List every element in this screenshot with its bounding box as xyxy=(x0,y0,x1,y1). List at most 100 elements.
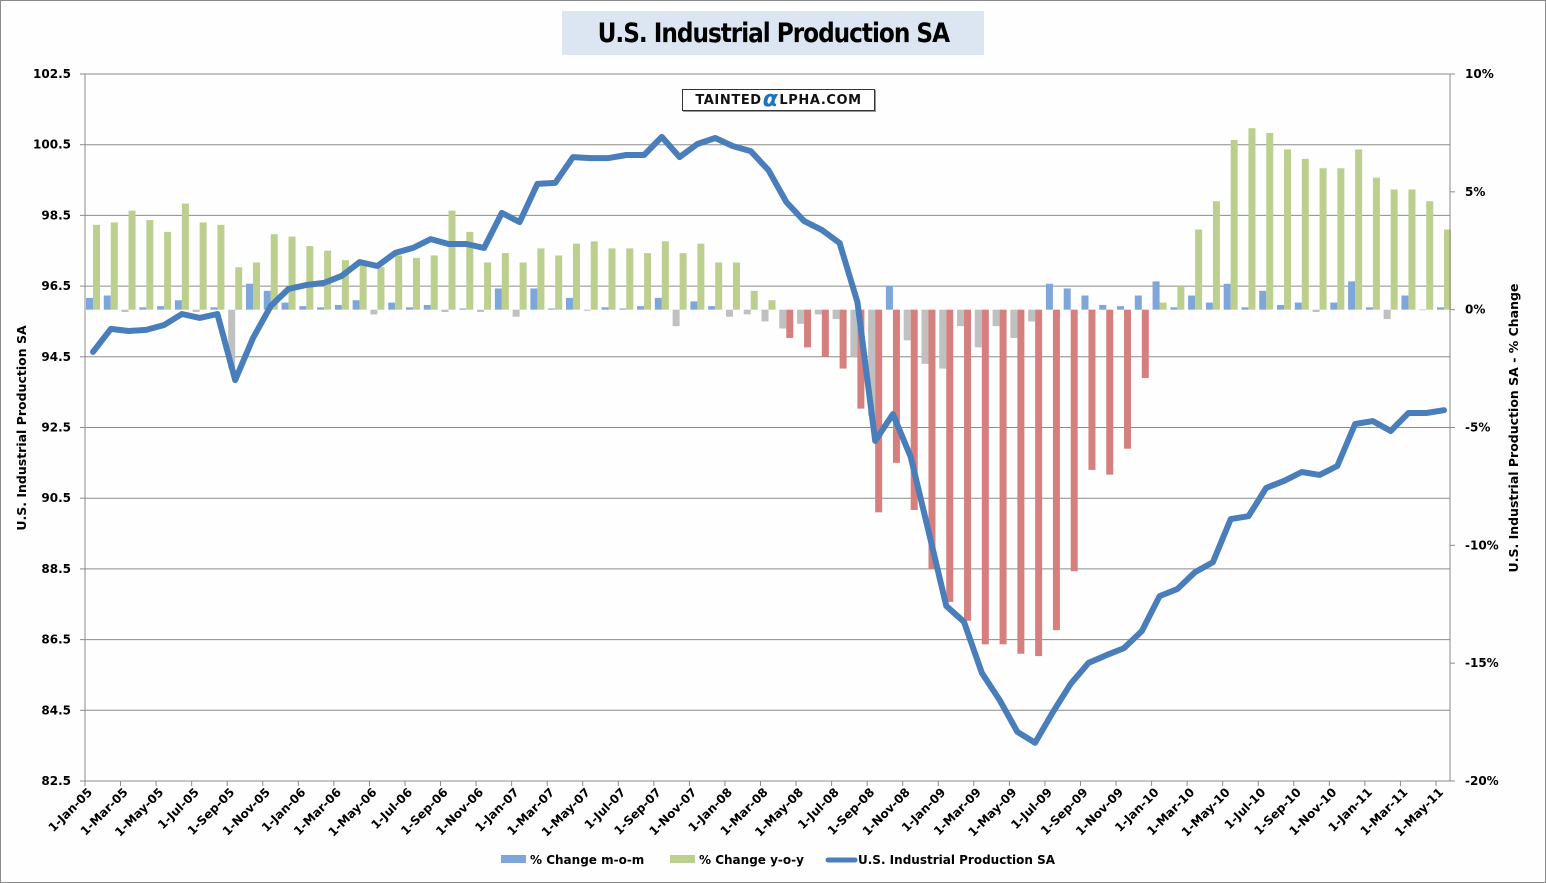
yoy-bar xyxy=(430,255,438,310)
mom-bar xyxy=(139,307,147,310)
yoy-bar xyxy=(590,241,598,310)
right-tick-label: -15% xyxy=(1465,656,1499,670)
mom-bar xyxy=(565,297,573,310)
mom-bar xyxy=(548,308,556,310)
mom-bar xyxy=(1170,307,1178,310)
right-tick-label: -20% xyxy=(1465,774,1499,788)
yoy-bar xyxy=(93,224,100,310)
yoy-bar xyxy=(537,248,545,310)
gridlines xyxy=(85,73,1450,782)
mom-bar xyxy=(334,304,342,310)
yoy-bar xyxy=(981,309,989,645)
left-tick-label: 86.5 xyxy=(41,633,71,647)
left-tick-label: 84.5 xyxy=(41,703,71,717)
yoy-bar xyxy=(1177,286,1185,310)
yoy-bars xyxy=(93,128,1451,657)
mom-bar xyxy=(388,302,396,310)
yoy-bar xyxy=(1444,229,1451,310)
x-axis-ticks: 1-Jan-051-Mar-051-May-051-Jul-051-Sep-05… xyxy=(46,781,1446,839)
logo-suffix: LPHA.COM xyxy=(779,92,862,108)
left-tick-label: 82.5 xyxy=(41,774,71,788)
mom-bar xyxy=(423,304,431,310)
mom-bar xyxy=(370,309,378,315)
mom-bar xyxy=(779,309,787,329)
watermark-logo: TAINTED α LPHA.COM xyxy=(682,89,875,111)
yoy-bar xyxy=(821,309,829,357)
left-tick-label: 94.5 xyxy=(41,350,71,364)
mom-bar xyxy=(708,306,716,310)
left-tick-label: 96.5 xyxy=(41,279,71,293)
mom-bar xyxy=(1437,307,1444,310)
right-tick-label: 10% xyxy=(1465,67,1494,81)
right-axis-ticks: 10% 5% 0% -5% -10% -15% -20% xyxy=(1450,67,1499,788)
mom-bar xyxy=(441,309,449,313)
yoy-bar xyxy=(750,290,758,310)
mom-bar xyxy=(281,302,289,310)
mom-bar xyxy=(103,295,111,310)
legend-label-yoy: % Change y-o-y xyxy=(699,853,804,867)
mom-bar xyxy=(1312,309,1320,313)
mom-bar xyxy=(939,309,947,369)
yoy-bar xyxy=(1212,201,1220,310)
right-tick-label: 0% xyxy=(1465,303,1485,317)
mom-bar xyxy=(121,309,129,313)
yoy-bar xyxy=(768,300,776,310)
mom-bar xyxy=(192,309,200,313)
right-axis-title: U.S. Industrial Production SA - % Change xyxy=(1506,284,1521,573)
mom-bar xyxy=(690,301,698,310)
yoy-bar xyxy=(1248,128,1256,310)
legend: % Change m-o-m % Change y-o-y U.S. Indus… xyxy=(501,853,1056,867)
yoy-bar xyxy=(1159,302,1167,310)
mom-bar xyxy=(530,288,538,310)
yoy-bar xyxy=(857,309,865,409)
legend-swatch-yoy xyxy=(670,855,695,863)
logo-prefix: TAINTED xyxy=(695,92,762,108)
yoy-bar xyxy=(377,267,385,310)
mom-bar xyxy=(1259,290,1267,310)
mom-bar xyxy=(1099,304,1107,310)
yoy-bar xyxy=(1301,158,1309,310)
yoy-bar xyxy=(946,309,954,602)
yoy-bar xyxy=(288,236,296,310)
yoy-bar xyxy=(1070,309,1078,572)
yoy-bar xyxy=(128,210,136,310)
yoy-bar xyxy=(1284,149,1292,310)
logo-alpha: α xyxy=(762,87,779,112)
mom-bar xyxy=(654,297,662,310)
yoy-bar xyxy=(999,309,1007,645)
yoy-bar xyxy=(644,253,652,310)
right-tick-label: 5% xyxy=(1465,185,1485,199)
legend-label-line: U.S. Industrial Production SA xyxy=(858,853,1056,867)
yoy-bar xyxy=(466,231,474,310)
mom-bar xyxy=(1401,295,1409,310)
left-tick-label: 88.5 xyxy=(41,562,71,576)
yoy-bar xyxy=(626,248,634,310)
yoy-bar xyxy=(146,220,154,310)
mom-bar xyxy=(957,309,965,327)
left-tick-label: 92.5 xyxy=(41,421,71,435)
yoy-bar xyxy=(252,262,260,310)
yoy-bar xyxy=(412,257,420,310)
right-tick-label: -5% xyxy=(1465,421,1490,435)
mom-bar xyxy=(850,309,858,357)
mom-bar xyxy=(974,309,982,348)
mom-bar xyxy=(601,307,609,310)
yoy-bar xyxy=(270,234,278,310)
yoy-bar xyxy=(608,248,616,310)
left-axis-title: U.S. Industrial Production SA xyxy=(14,325,29,531)
yoy-bar xyxy=(804,309,812,348)
mom-bar xyxy=(868,309,876,416)
yoy-bar xyxy=(679,253,687,310)
left-tick-label: 102.5 xyxy=(33,67,71,81)
chart-title-box: U.S. Industrial Production SA xyxy=(562,11,984,55)
mom-bar xyxy=(1330,302,1338,310)
yoy-bar xyxy=(1106,309,1114,475)
yoy-bar xyxy=(715,262,723,310)
mom-bar xyxy=(459,308,467,310)
mom-bar xyxy=(1152,281,1160,310)
yoy-bar xyxy=(892,309,900,463)
yoy-bar xyxy=(181,203,189,310)
yoy-bar xyxy=(306,246,314,310)
mom-bar xyxy=(1028,309,1036,322)
